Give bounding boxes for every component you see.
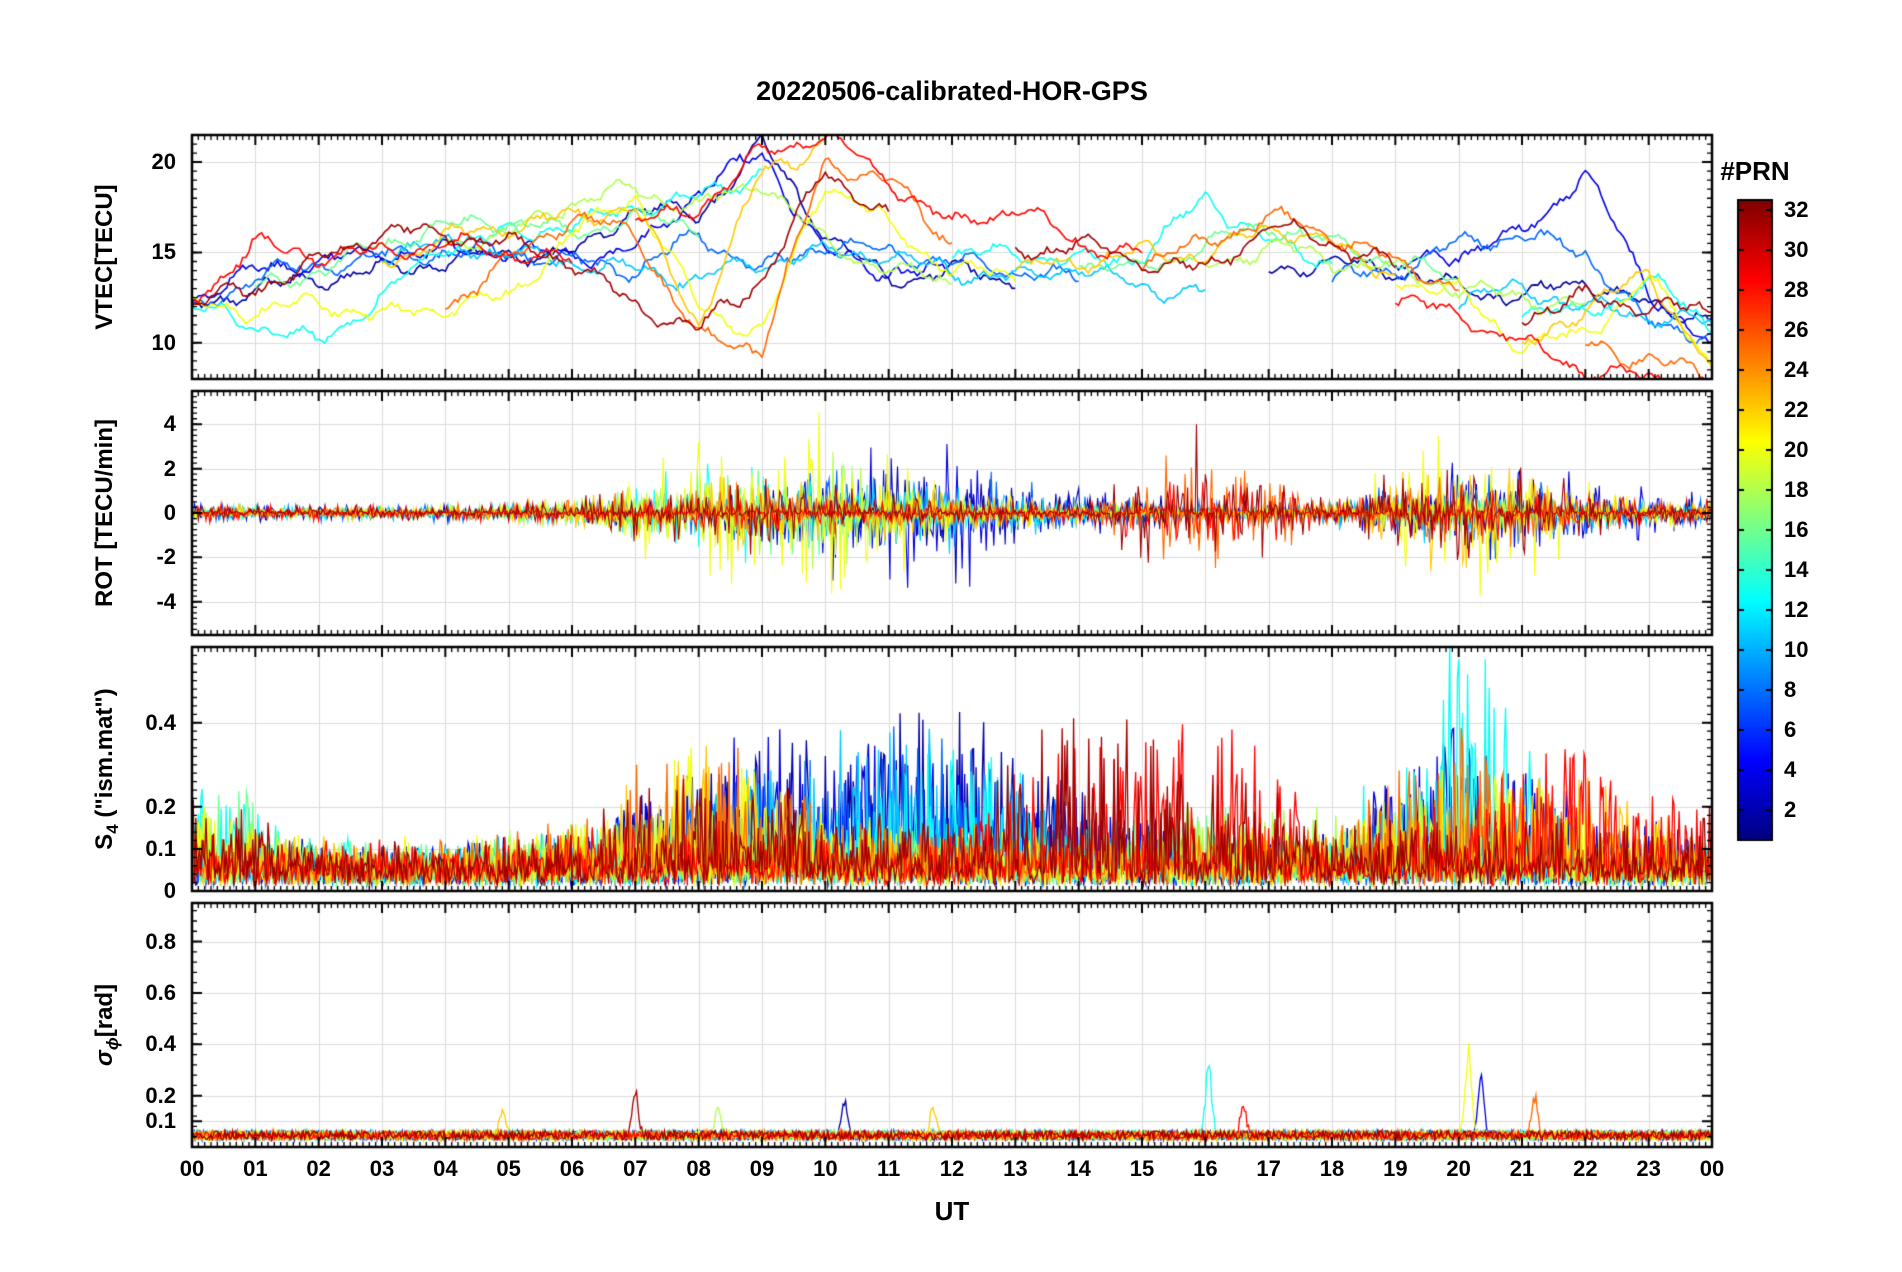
ylabel-sigma-sub: ϕ bbox=[102, 1037, 122, 1051]
x-axis-label: UT bbox=[934, 1196, 970, 1226]
ylabel-sigma-phi: σϕ[rad] bbox=[85, 825, 125, 1225]
chart-title: 20220506-calibrated-HOR-GPS bbox=[756, 76, 1148, 106]
ylabel-sigma-main: σ bbox=[91, 1050, 118, 1067]
ylabel-sigma-rest: [rad] bbox=[91, 983, 118, 1038]
ylabel-s4-rest: ("ism.mat") bbox=[91, 688, 118, 825]
colorbar-title: #PRN bbox=[1720, 156, 1790, 186]
